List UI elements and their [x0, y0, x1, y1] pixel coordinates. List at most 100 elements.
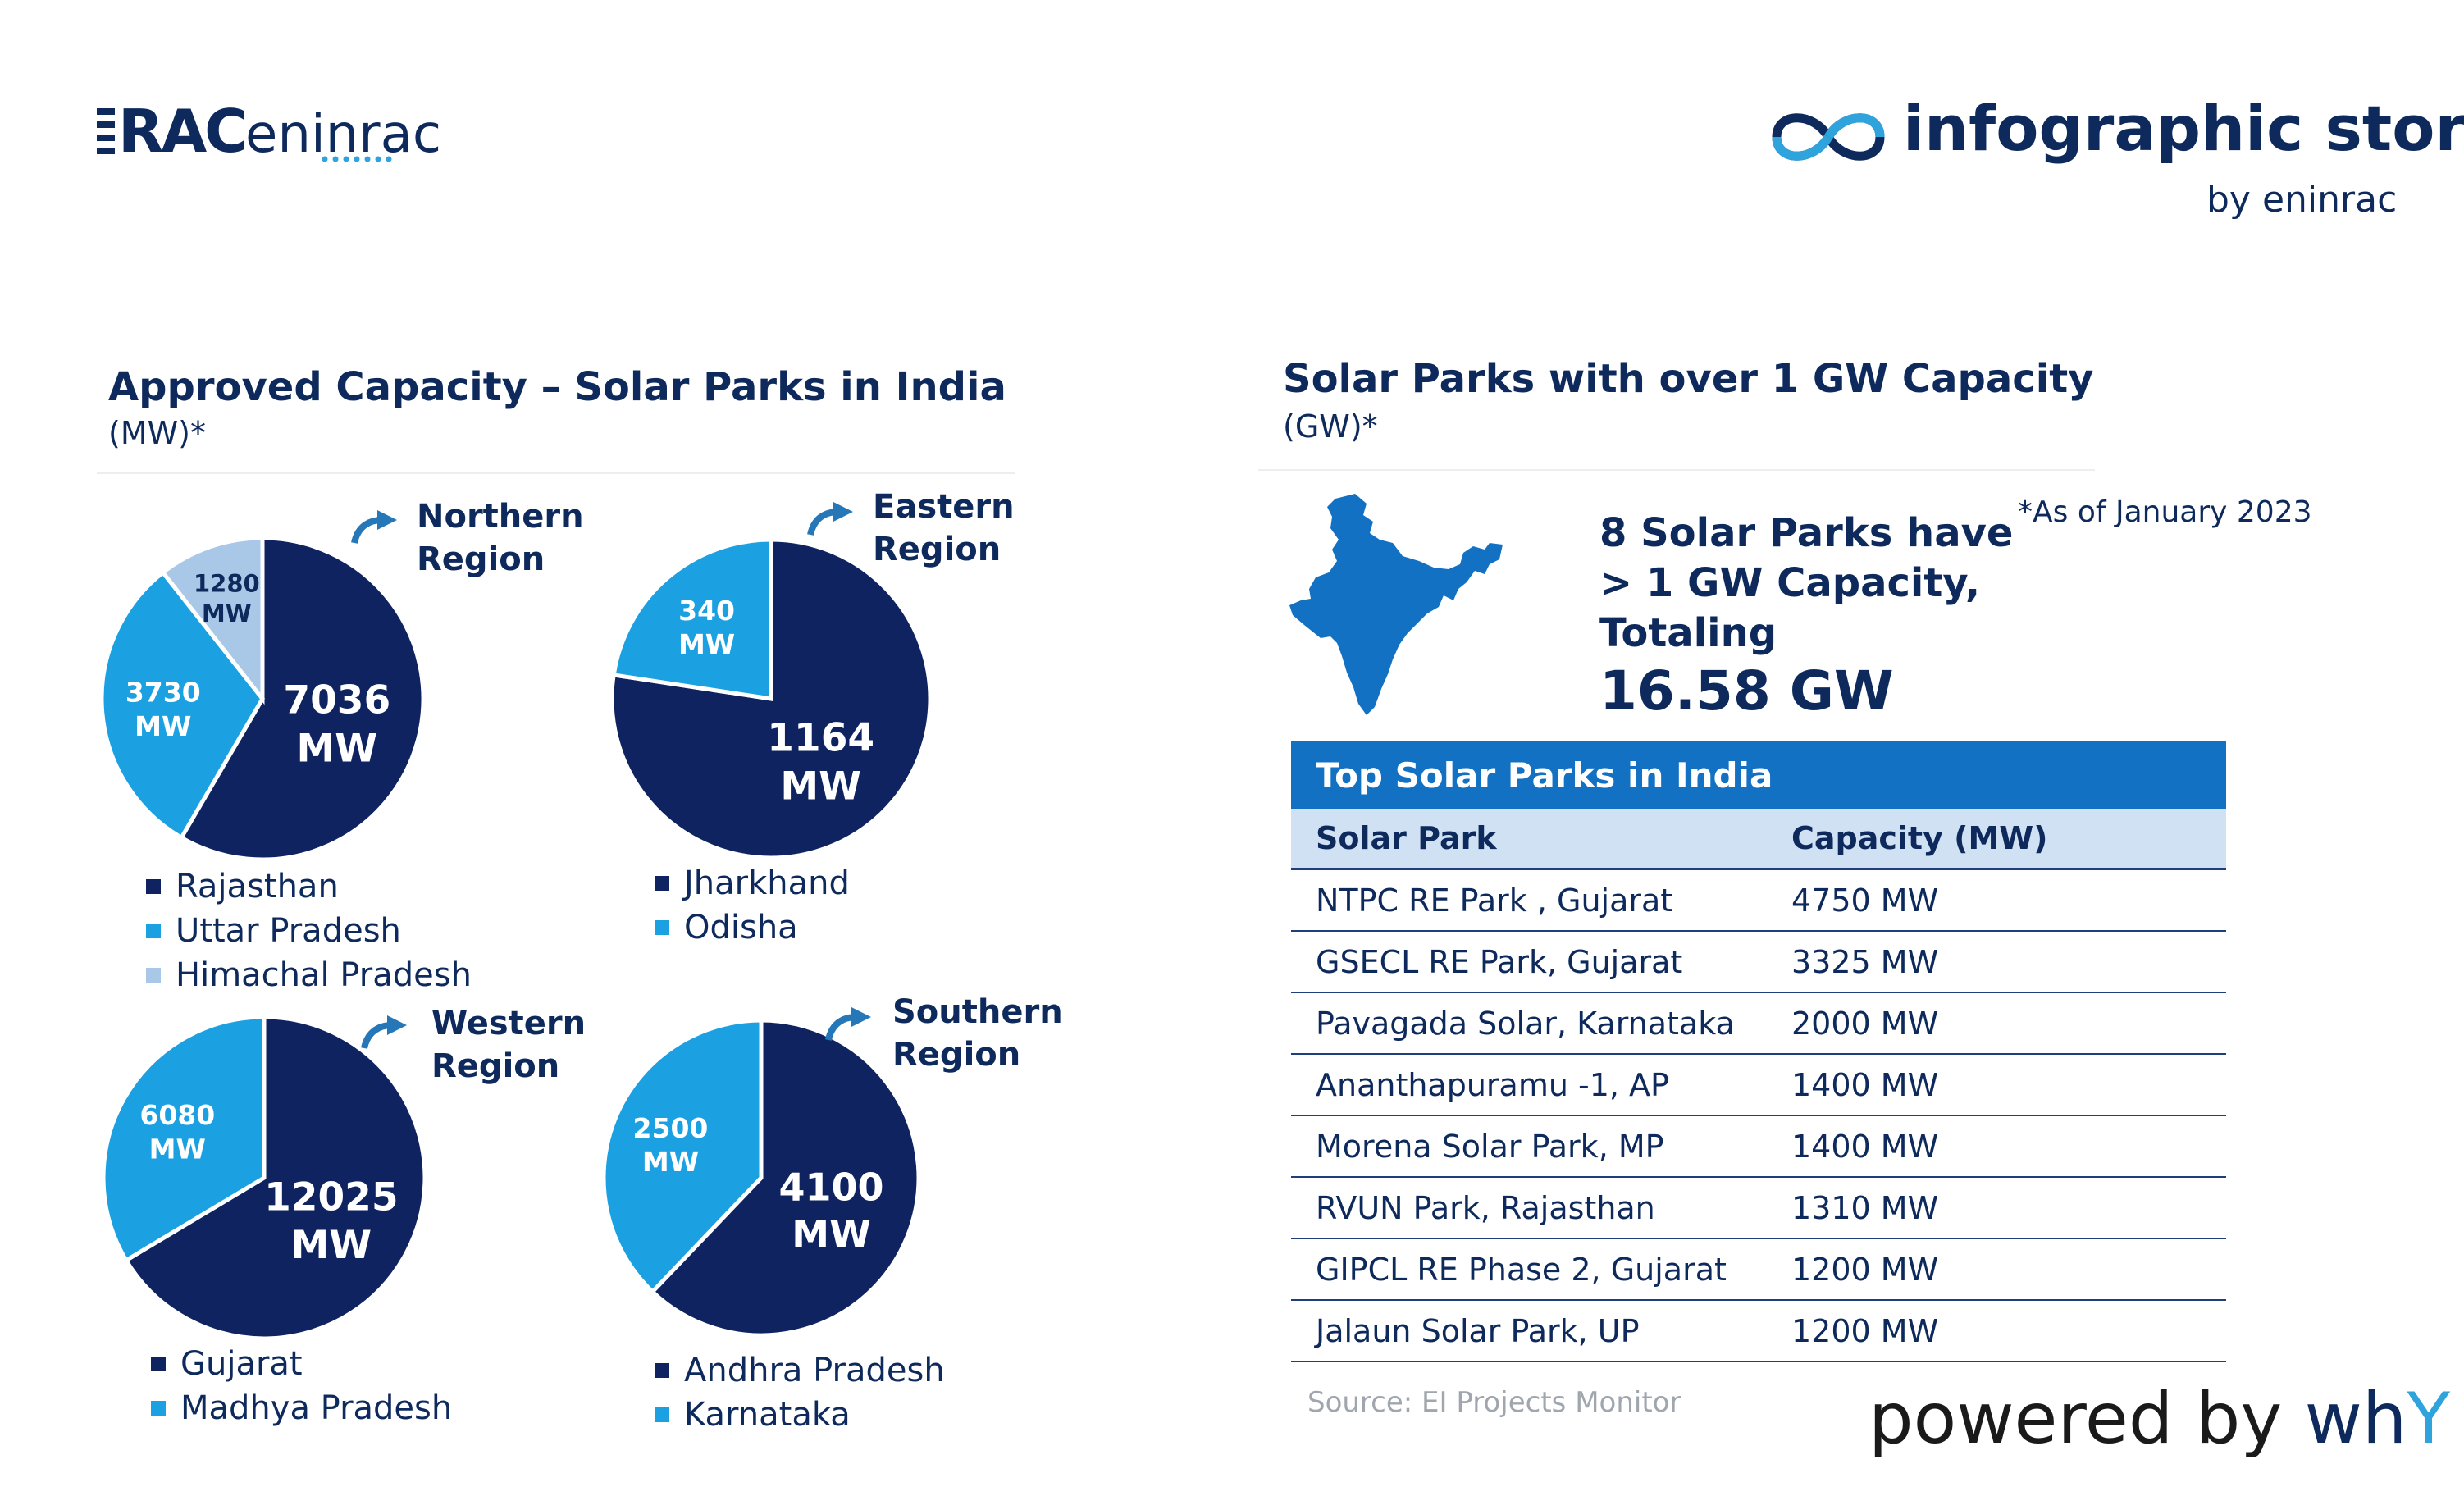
table-row: RVUN Park, Rajasthan 1310 MW — [1291, 1177, 2226, 1239]
india-map-icon — [1289, 494, 1503, 715]
stat-summary: 8 Solar Parks have > 1 GW Capacity, Tota… — [1599, 510, 2014, 656]
cell-capacity: 1200 MW — [1767, 1238, 2226, 1301]
arrow-icon — [807, 502, 853, 536]
stat-total: 16.58 GW — [1599, 659, 1894, 723]
right-section-title: Solar Parks with over 1 GW Capacity — [1283, 356, 2094, 402]
pie-value-label: 1164 — [767, 716, 874, 761]
cell-capacity: 1400 MW — [1767, 1115, 2226, 1178]
legend-eastern: Jharkhand Odisha — [655, 861, 850, 950]
legend-item: Odisha — [655, 905, 850, 950]
legend-item: Himachal Pradesh — [146, 953, 472, 997]
left-section-unit: (MW)* — [108, 415, 207, 451]
top-solar-parks-table: Top Solar Parks in India Solar Park Capa… — [1291, 741, 2226, 1362]
divider — [1258, 469, 2095, 471]
region-label-southern: Southern Region — [892, 993, 1063, 1074]
pie-value-label: 2500 — [633, 1112, 709, 1144]
as-of-note: *As of January 2023 — [2018, 495, 2312, 529]
pie-value-label: 3730 — [125, 677, 201, 709]
table-column-header: Solar Park Capacity (MW) — [1291, 809, 2226, 870]
region-label-northern: Northern Region — [417, 498, 584, 578]
arrow-icon — [361, 1015, 407, 1050]
source-note: Source: EI Projects Monitor — [1307, 1386, 1681, 1419]
pie-unit-label: MW — [678, 628, 735, 660]
company-logo: RACeninrac — [118, 97, 441, 166]
cell-park-name: GIPCL RE Phase 2, Gujarat — [1291, 1238, 1767, 1301]
cell-park-name: Jalaun Solar Park, UP — [1291, 1300, 1767, 1362]
pie-value-label: 4100 — [779, 1165, 884, 1209]
pie-value-label: 340 — [678, 595, 735, 627]
table-row: NTPC RE Park , Gujarat 4750 MW — [1291, 869, 2226, 932]
pie-slice — [160, 536, 265, 705]
pie-unit-label: MW — [642, 1146, 699, 1178]
cell-park-name: GSECL RE Park, Gujarat — [1291, 931, 1767, 993]
pie-slice — [99, 569, 266, 841]
powered-by-logo: powered by whY — [1869, 1378, 2450, 1460]
pie-unit-label: MW — [135, 710, 191, 742]
story-byline: by eninrac — [2206, 179, 2398, 221]
cell-park-name: NTPC RE Park , Gujarat — [1291, 869, 1767, 932]
table-row: Morena Solar Park, MP 1400 MW — [1291, 1115, 2226, 1178]
pie-slice — [601, 1018, 764, 1295]
legend-item: Jharkhand — [655, 861, 850, 905]
pie-value-label: 7036 — [283, 678, 390, 723]
story-title: infographic story — [1903, 92, 2464, 165]
pie-unit-label: MW — [149, 1133, 206, 1165]
pie-value-label: 1280 — [194, 570, 260, 598]
pie-unit-label: MW — [297, 726, 378, 771]
pie-unit-label: MW — [780, 764, 861, 809]
legend-southern: Andhra Pradesh Karnataka — [655, 1348, 945, 1437]
cell-park-name: Pavagada Solar, Karnataka — [1291, 992, 1767, 1055]
legend-item: Madhya Pradesh — [151, 1386, 452, 1430]
left-section-title: Approved Capacity – Solar Parks in India — [108, 364, 1006, 410]
pie-slice — [101, 1015, 267, 1264]
table-row: GIPCL RE Phase 2, Gujarat 1200 MW — [1291, 1238, 2226, 1301]
legend-item: Uttar Pradesh — [146, 909, 472, 953]
infinity-icon — [1772, 113, 1885, 161]
legend-item: Rajasthan — [146, 864, 472, 909]
cell-park-name: RVUN Park, Rajasthan — [1291, 1177, 1767, 1239]
logo-bars-icon — [97, 108, 115, 154]
region-label-western: Western Region — [431, 1005, 586, 1085]
legend-item: Andhra Pradesh — [655, 1348, 945, 1393]
cell-capacity: 1200 MW — [1767, 1300, 2226, 1362]
pie-value-label: 12025 — [264, 1174, 399, 1220]
cell-park-name: Morena Solar Park, MP — [1291, 1115, 1767, 1178]
cell-capacity: 1400 MW — [1767, 1054, 2226, 1116]
right-section-unit: (GW)* — [1283, 408, 1378, 445]
divider — [97, 472, 1015, 474]
pie-slice — [123, 1015, 427, 1341]
pie-unit-label: MW — [792, 1212, 871, 1257]
cell-park-name: Ananthapuramu -1, AP — [1291, 1054, 1767, 1116]
cell-capacity: 1310 MW — [1767, 1177, 2226, 1239]
column-header-park: Solar Park — [1291, 809, 1767, 870]
cell-capacity: 4750 MW — [1767, 869, 2226, 932]
region-label-eastern: Eastern Region — [873, 488, 1015, 568]
cell-capacity: 3325 MW — [1767, 931, 2226, 993]
pie-slice — [649, 1018, 921, 1338]
legend-item: Karnataka — [655, 1393, 945, 1437]
table-row: Jalaun Solar Park, UP 1200 MW — [1291, 1300, 2226, 1362]
column-header-capacity: Capacity (MW) — [1767, 809, 2226, 870]
pie-unit-label: MW — [202, 600, 252, 627]
legend-western: Gujarat Madhya Pradesh — [151, 1342, 452, 1430]
legend-northern: Rajasthan Uttar Pradesh Himachal Pradesh — [146, 864, 472, 997]
pie-slice — [611, 537, 773, 701]
cell-capacity: 2000 MW — [1767, 992, 2226, 1055]
legend-item: Gujarat — [151, 1342, 452, 1386]
logo-dots-icon — [322, 156, 392, 162]
table-row: Pavagada Solar, Karnataka 2000 MW — [1291, 992, 2226, 1055]
logo-secondary: eninrac — [245, 104, 442, 165]
logo-primary: RAC — [118, 97, 248, 166]
arrow-icon — [351, 510, 397, 545]
table-row: Ananthapuramu -1, AP 1400 MW — [1291, 1054, 2226, 1116]
pie-unit-label: MW — [291, 1223, 372, 1268]
arrow-icon — [825, 1007, 871, 1042]
table-title: Top Solar Parks in India — [1291, 741, 2226, 809]
pie-slice — [178, 536, 426, 862]
pie-value-label: 6080 — [139, 1099, 215, 1131]
table-row: GSECL RE Park, Gujarat 3325 MW — [1291, 931, 2226, 993]
